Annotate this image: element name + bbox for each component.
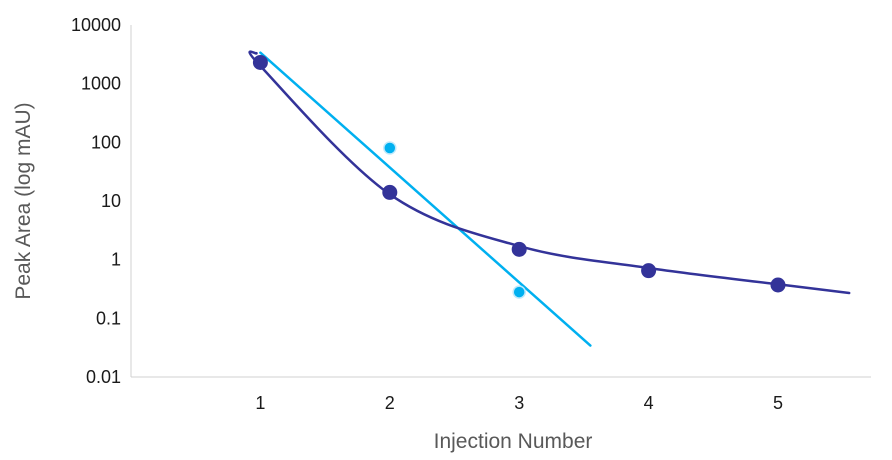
data-point-series-2 <box>641 263 657 279</box>
data-point-series-1 <box>383 141 397 155</box>
y-axis-title: Peak Area (log mAU) <box>12 102 35 299</box>
x-tick-label: 2 <box>385 393 395 413</box>
x-tick-label: 1 <box>255 393 265 413</box>
y-tick-label: 10 <box>101 191 121 211</box>
data-point-series-2 <box>382 184 398 200</box>
data-point-series-2 <box>770 277 786 293</box>
y-tick-label: 1000 <box>81 74 121 94</box>
plot-frame <box>130 25 871 378</box>
x-axis-title: Injection Number <box>434 430 593 453</box>
y-tick-label: 0.1 <box>96 308 121 328</box>
y-tick-label: 1 <box>111 250 121 270</box>
y-tick-label: 100 <box>91 132 121 152</box>
trendline-series-1 <box>259 51 592 347</box>
x-axis-ticks: 1 2 3 4 5 <box>255 393 783 413</box>
x-tick-label: 4 <box>644 393 654 413</box>
trendlines <box>248 50 851 347</box>
x-tick-label: 5 <box>773 393 783 413</box>
data-points <box>252 54 786 299</box>
trendline-series-2 <box>248 50 851 295</box>
data-point-series-2 <box>252 54 268 70</box>
y-axis-ticks: 0.01 0.1 1 10 100 1000 10000 <box>71 15 121 387</box>
y-tick-label: 0.01 <box>86 367 121 387</box>
data-point-series-2 <box>511 241 527 257</box>
data-point-series-1 <box>512 285 526 299</box>
x-tick-label: 3 <box>514 393 524 413</box>
y-tick-label: 10000 <box>71 15 121 35</box>
